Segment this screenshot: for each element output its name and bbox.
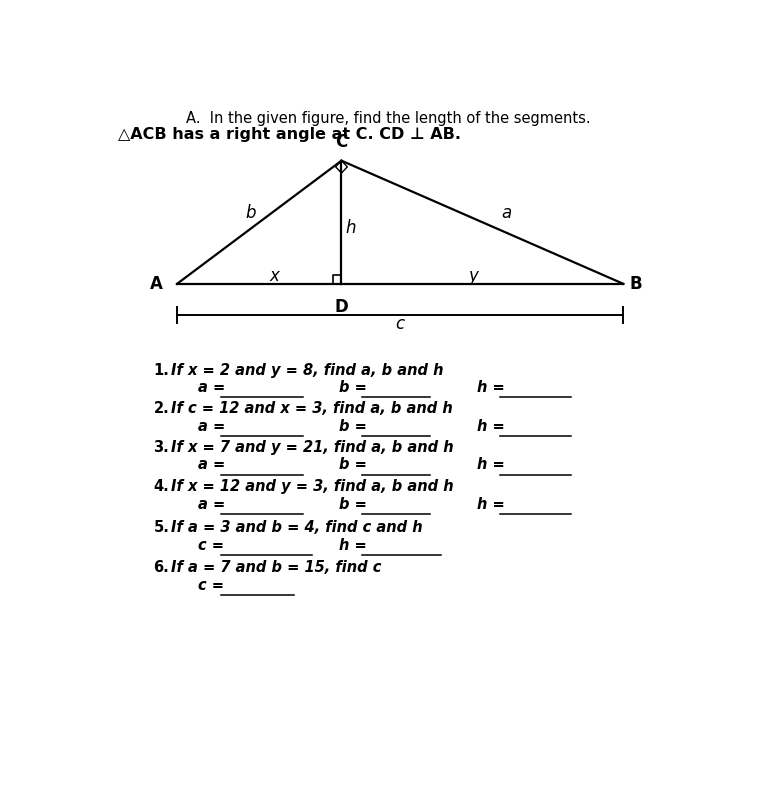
Text: If x = 12 and y = 3, find a, b and h: If x = 12 and y = 3, find a, b and h	[171, 479, 454, 494]
Text: C: C	[335, 134, 348, 151]
Text: b =: b =	[339, 418, 366, 434]
Text: a =: a =	[198, 380, 225, 395]
Text: 5.: 5.	[153, 520, 169, 534]
Text: a =: a =	[198, 458, 225, 473]
Text: x: x	[269, 267, 279, 285]
Text: b =: b =	[339, 458, 366, 473]
Text: h =: h =	[477, 418, 504, 434]
Text: 6.: 6.	[153, 560, 169, 574]
Text: a: a	[501, 204, 511, 222]
Text: 4.: 4.	[153, 479, 169, 494]
Text: A: A	[149, 275, 162, 293]
Text: 2.: 2.	[153, 401, 169, 416]
Text: If x = 7 and y = 21, find a, b and h: If x = 7 and y = 21, find a, b and h	[171, 440, 454, 454]
Text: A.  In the given figure, find the length of the segments.: A. In the given figure, find the length …	[186, 111, 590, 126]
Text: If c = 12 and x = 3, find a, b and h: If c = 12 and x = 3, find a, b and h	[171, 401, 453, 416]
Text: h =: h =	[339, 538, 366, 553]
Text: h: h	[345, 219, 356, 238]
Text: c =: c =	[198, 578, 224, 593]
Text: △ACB has a right angle at C. CD ⊥ AB.: △ACB has a right angle at C. CD ⊥ AB.	[118, 127, 462, 142]
Text: If a = 7 and b = 15, find c: If a = 7 and b = 15, find c	[171, 560, 381, 574]
Text: c: c	[396, 315, 405, 333]
Text: c =: c =	[198, 538, 224, 553]
Text: h =: h =	[477, 458, 504, 473]
Text: b =: b =	[339, 497, 366, 512]
Text: a =: a =	[198, 497, 225, 512]
Text: y: y	[468, 267, 478, 285]
Text: D: D	[334, 298, 349, 316]
Text: h =: h =	[477, 497, 504, 512]
Text: B: B	[629, 275, 642, 293]
Text: If x = 2 and y = 8, find a, b and h: If x = 2 and y = 8, find a, b and h	[171, 362, 443, 378]
Text: 1.: 1.	[153, 362, 169, 378]
Text: 3.: 3.	[153, 440, 169, 454]
Text: a =: a =	[198, 418, 225, 434]
Text: If a = 3 and b = 4, find c and h: If a = 3 and b = 4, find c and h	[171, 520, 423, 534]
Text: h =: h =	[477, 380, 504, 395]
Text: b =: b =	[339, 380, 366, 395]
Text: b: b	[245, 204, 255, 222]
